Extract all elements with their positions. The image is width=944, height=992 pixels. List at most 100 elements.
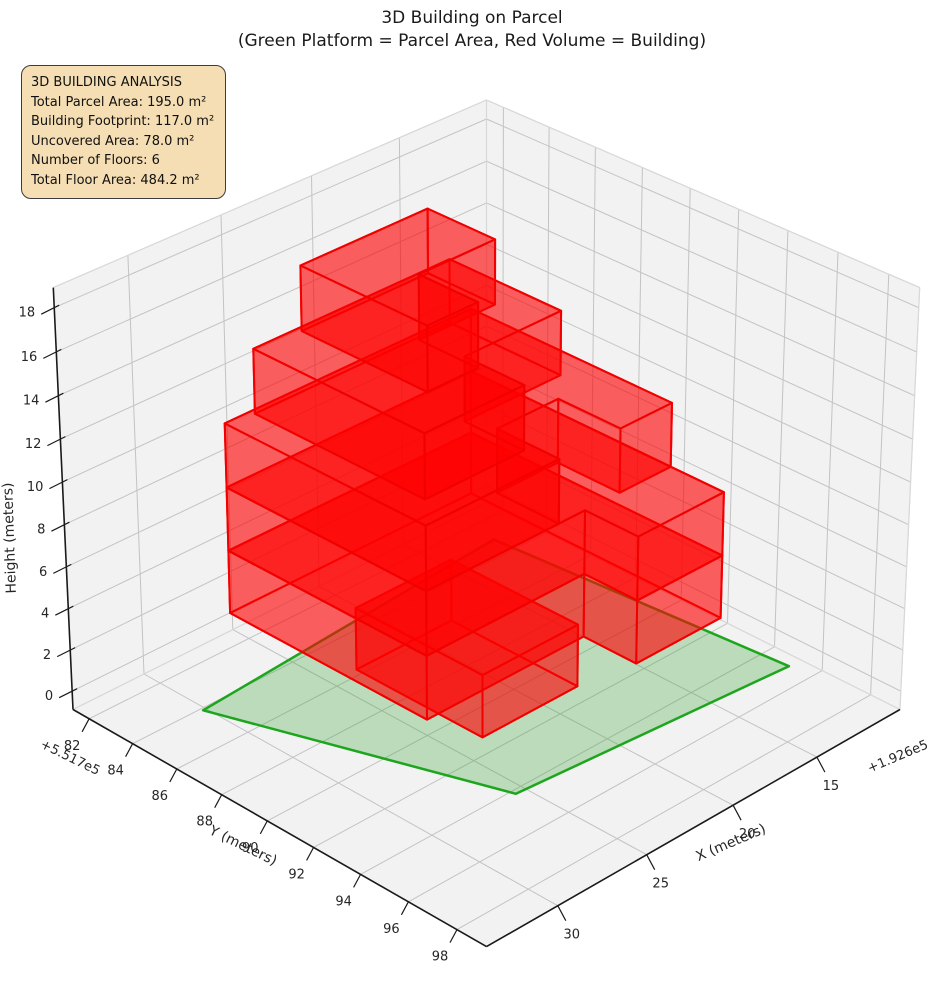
building-face (425, 509, 586, 657)
building-face (424, 458, 561, 593)
grid-line (486, 445, 904, 651)
grid-line (66, 365, 487, 568)
z-tick-label: 4 (41, 607, 49, 622)
grid-line (56, 160, 487, 353)
x-tick-mark (816, 756, 826, 773)
y-tick-label: 88 (196, 815, 213, 830)
grid-line (69, 445, 487, 651)
z-tick-label: 8 (37, 523, 45, 538)
z-tick-mark (55, 605, 74, 616)
z-tick-label: 12 (25, 437, 42, 452)
axes-panes (52, 99, 921, 948)
pane-edges (53, 99, 921, 711)
chart-title: 3D Building on Parcel (Green Platform = … (0, 7, 944, 53)
info-box-line: Total Floor Area: 484.2 m² (31, 172, 200, 188)
grid-line (486, 118, 920, 309)
y-tick-label: 94 (335, 894, 352, 909)
y-tick-label: 86 (152, 789, 169, 804)
grid-line (232, 629, 647, 856)
y-tick-label: 90 (242, 841, 259, 856)
right-corner-edge (899, 287, 921, 710)
grid-line (486, 284, 911, 483)
grid-line (486, 484, 902, 692)
grid-line (680, 188, 691, 601)
grid-line (486, 160, 917, 353)
z-tick-label: 6 (39, 565, 47, 580)
grid-line (62, 284, 487, 483)
info-box-heading: 3D BUILDING ANALYSIS (31, 75, 183, 90)
y-tick-label: 82 (64, 739, 81, 754)
y-tick-mark (306, 847, 315, 861)
y-tick-mark (169, 768, 178, 783)
building-volume (223, 207, 725, 739)
grid-line (486, 243, 913, 440)
parcel-platform (201, 538, 791, 796)
grid-line (502, 107, 504, 511)
z-tick-label: 10 (27, 480, 44, 495)
z-tick-label: 14 (23, 394, 40, 409)
z-tick-label: 16 (21, 350, 38, 365)
y-tick-mark (259, 820, 268, 835)
z-tick-mark (58, 688, 78, 699)
y-tick-label: 96 (383, 922, 400, 937)
z-tick-mark (56, 647, 76, 658)
axis-lines (52, 287, 901, 948)
y-tick-mark (214, 794, 223, 808)
grid-line (68, 405, 487, 610)
x-tick-label: 30 (564, 928, 581, 943)
grid-line (313, 622, 728, 848)
z-tick-mark (49, 479, 68, 490)
x-tick-label: 20 (739, 827, 756, 842)
grid-line (456, 694, 871, 931)
grid-line (88, 510, 503, 720)
z-tick-mark (51, 521, 70, 532)
y-tick-label: 84 (107, 764, 124, 779)
grid-line (64, 325, 487, 526)
grid-line (590, 147, 596, 555)
info-box-line: Uncovered Area: 78.0 m² (31, 133, 195, 149)
y-tick-mark (125, 743, 134, 757)
z-tick-mark (53, 563, 72, 574)
grid-line (60, 243, 487, 440)
pane-top-edge (486, 99, 920, 289)
z-tick-label: 18 (19, 306, 36, 321)
grid-line (127, 255, 145, 675)
y-tick-mark (400, 901, 409, 916)
chart-title-line2: (Green Platform = Parcel Area, Red Volum… (237, 31, 707, 51)
grid-line (318, 586, 734, 806)
x-tick-label: 15 (823, 779, 840, 794)
grid-line (176, 554, 591, 770)
z-axis-line (52, 287, 74, 710)
y-axis-line (72, 708, 487, 948)
building-face (423, 384, 526, 501)
info-box-line: Number of Floors: 6 (31, 153, 160, 168)
x-tick-mark (732, 804, 742, 821)
z-tick-mark (40, 304, 60, 315)
grid-line (408, 670, 823, 903)
y-tick-label: 98 (432, 950, 449, 965)
z-tick-mark (47, 436, 66, 447)
y-tick-mark (81, 718, 90, 733)
grid-line (267, 599, 682, 822)
pane-top-edge (53, 99, 487, 289)
grid-line (486, 202, 915, 397)
parcel-polygon (201, 538, 791, 796)
grid-line (486, 325, 909, 526)
grid-line (774, 230, 789, 647)
z-tick-mark (45, 392, 64, 403)
floor-back-edge (486, 502, 901, 711)
info-box-line: Total Parcel Area: 195.0 m² (31, 94, 207, 110)
grid-line (132, 532, 547, 745)
grid-line (870, 274, 890, 695)
tick-marks-and-labels: 82 84 86 88 90 92 94 96 98 15 20 25 30 0 2 4 6 8 10 12 14 16 1… (19, 304, 840, 965)
x-tick-mark (646, 854, 656, 870)
chart-title-line1: 3D Building on Parcel (381, 8, 563, 28)
grid-line (821, 252, 839, 671)
z-tick-label: 0 (45, 689, 53, 704)
info-box-line: Building Footprint: 117.0 m² (31, 114, 215, 129)
grid-line (635, 167, 643, 578)
z-tick-label: 2 (43, 648, 51, 663)
building-face (426, 301, 480, 394)
